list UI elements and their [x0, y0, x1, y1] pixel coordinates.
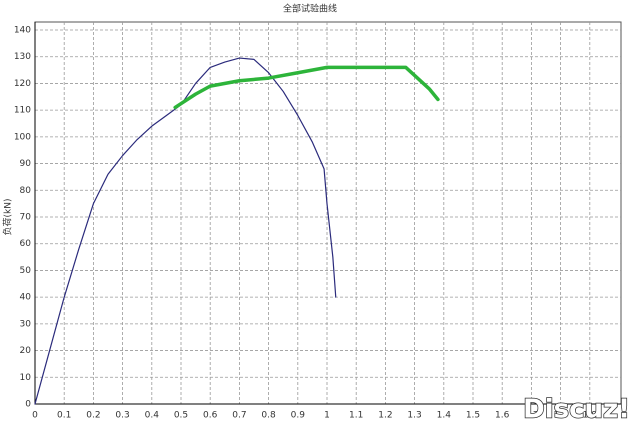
y-tick-label: 110	[14, 106, 31, 116]
x-tick-label: 1.8	[553, 411, 568, 421]
x-tick-label: 1.9	[583, 411, 598, 421]
x-tick-label: 1.4	[437, 411, 452, 421]
watermark: Discuz!	[523, 395, 630, 425]
y-tick-label: 40	[20, 293, 32, 303]
x-tick-label: 0.4	[145, 411, 160, 421]
y-tick-label: 80	[20, 186, 32, 196]
x-tick-label: 1.2	[378, 411, 392, 421]
y-axis-label: 负荷(kN)	[2, 199, 14, 236]
x-tick-label: 0.5	[174, 411, 188, 421]
line-series	[173, 65, 440, 110]
y-tick-label: 60	[20, 239, 32, 249]
y-tick-label: 30	[20, 319, 32, 329]
x-tick-label: 1.7	[524, 411, 538, 421]
y-tick-label: 10	[20, 373, 32, 383]
y-tick-label: 90	[20, 159, 32, 169]
x-tick-label: 1.1	[349, 411, 363, 421]
x-tick-label: 0.6	[203, 411, 218, 421]
x-tick-label: 0.1	[57, 411, 71, 421]
y-tick-label: 140	[14, 26, 31, 36]
chart-title: 全部试验曲线	[283, 3, 337, 15]
y-tick-label: 70	[20, 213, 32, 223]
y-tick-label: 50	[20, 266, 32, 276]
y-tick-label: 120	[14, 79, 31, 89]
x-tick-label: 0.7	[232, 411, 246, 421]
x-tick-label: 1.5	[466, 411, 480, 421]
x-tick-label: 1.3	[407, 411, 421, 421]
y-tick-label: 130	[14, 52, 31, 62]
x-tick-label: 0	[32, 411, 38, 421]
x-tick-label: 0.3	[115, 411, 129, 421]
x-tick-label: 0.8	[261, 411, 276, 421]
x-tick-label: 1.6	[495, 411, 510, 421]
x-tick-label: 0.9	[291, 411, 306, 421]
y-tick-label: 20	[20, 346, 32, 356]
y-tick-label: 100	[14, 132, 31, 142]
x-tick-label: 0.2	[86, 411, 100, 421]
line-series	[34, 57, 337, 405]
x-tick-label: 1	[324, 411, 330, 421]
y-tick-label: 0	[25, 400, 31, 410]
